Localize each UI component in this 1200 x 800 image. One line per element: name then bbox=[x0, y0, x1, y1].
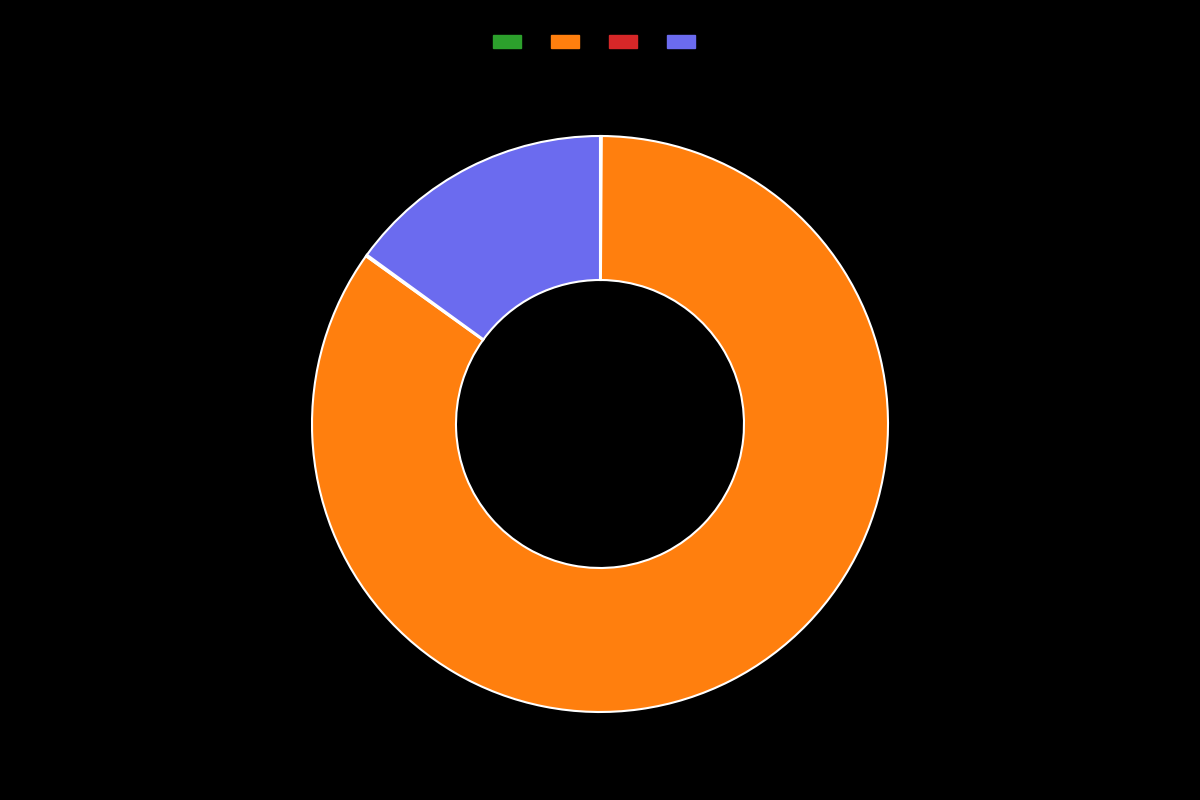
Wedge shape bbox=[366, 254, 484, 340]
Wedge shape bbox=[312, 136, 888, 712]
Wedge shape bbox=[367, 136, 600, 339]
Legend: , , , : , , , bbox=[487, 29, 713, 56]
Wedge shape bbox=[600, 136, 602, 280]
